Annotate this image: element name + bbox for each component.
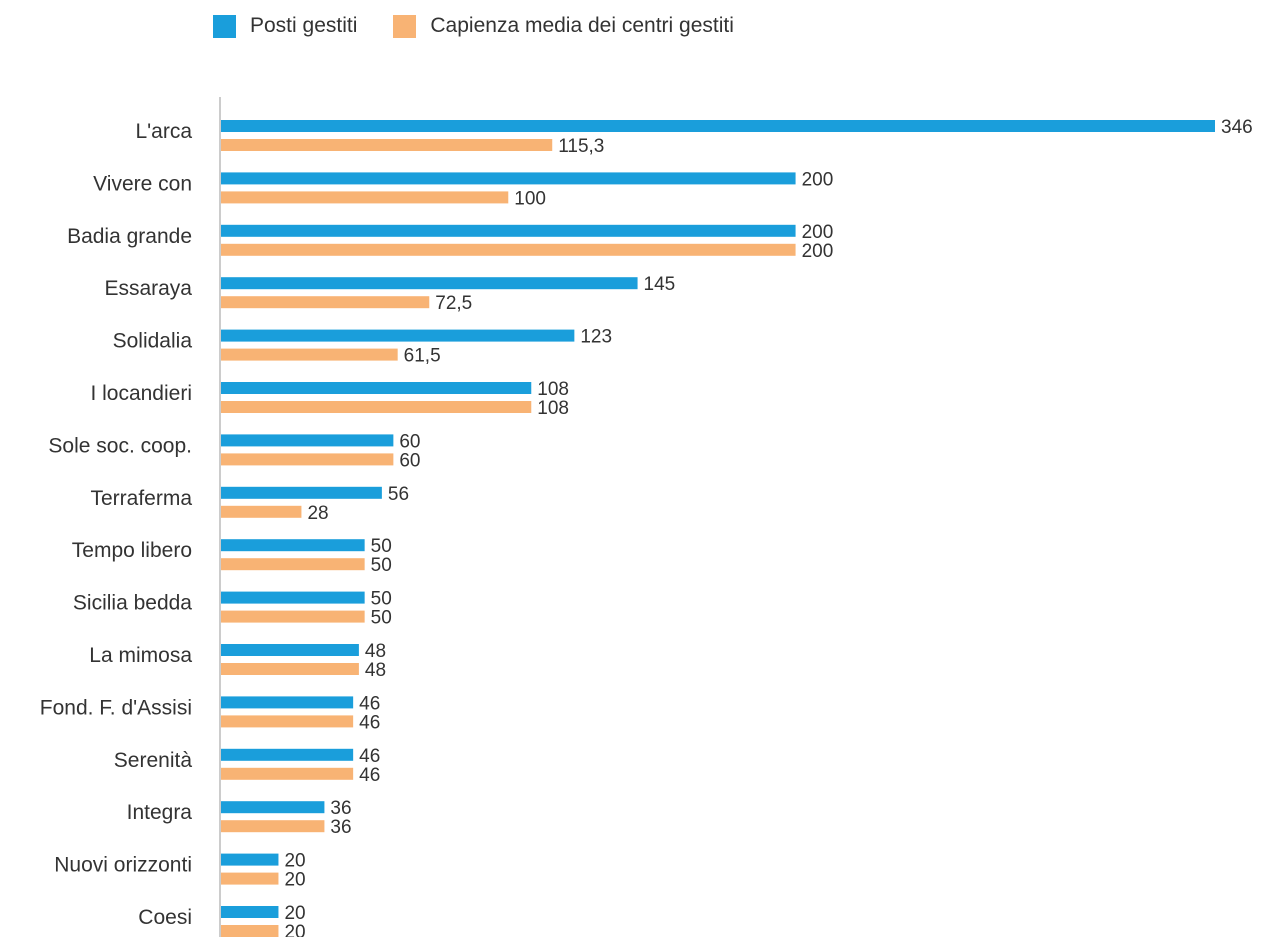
bar-capienza-media-vivere-con[interactable]	[221, 191, 509, 204]
category-label-fond-f-d-assisi: Fond. F. d'Assisi	[40, 696, 192, 719]
data-label-posti-gestiti-sole-soc-coop: 60	[399, 431, 420, 452]
bar-capienza-media-integra[interactable]	[221, 820, 325, 833]
legend-label-capienza-media: Capienza media dei centri gestiti	[430, 14, 734, 37]
bar-posti-gestiti-fond-f-d-assisi[interactable]	[221, 696, 354, 709]
bar-capienza-media-i-locandieri[interactable]	[221, 401, 532, 413]
category-label-coesi: Coesi	[138, 906, 192, 929]
bar-posti-gestiti-sicilia-bedda[interactable]	[221, 591, 365, 604]
bar-capienza-media-essaraya[interactable]	[221, 296, 430, 309]
legend-item-posti-gestiti[interactable]: Posti gestiti	[213, 14, 357, 38]
legend-item-capienza-media[interactable]: Capienza media dei centri gestiti	[393, 14, 734, 38]
bar-posti-gestiti-coesi[interactable]	[221, 906, 279, 918]
data-label-posti-gestiti-tempo-libero: 50	[371, 536, 392, 557]
data-label-posti-gestiti-serenita: 46	[359, 746, 380, 767]
bar-posti-gestiti-terraferma[interactable]	[221, 486, 382, 499]
category-label-solidalia: Solidalia	[113, 330, 193, 353]
data-label-posti-gestiti-essaraya: 145	[644, 274, 676, 295]
bar-capienza-media-la-mimosa[interactable]	[221, 663, 359, 675]
data-label-posti-gestiti-i-locandieri: 108	[537, 379, 569, 400]
bar-posti-gestiti-essaraya[interactable]	[221, 277, 638, 290]
bar-capienza-media-coesi[interactable]	[221, 925, 279, 937]
category-label-integra: Integra	[127, 801, 193, 824]
data-label-posti-gestiti-integra: 36	[330, 798, 351, 819]
category-label-sicilia-bedda: Sicilia bedda	[73, 592, 192, 615]
data-label-capienza-media-la-mimosa: 48	[365, 660, 386, 681]
category-label-terraferma: Terraferma	[90, 487, 192, 510]
bar-posti-gestiti-integra[interactable]	[221, 801, 325, 814]
legend-label-posti-gestiti: Posti gestiti	[250, 14, 358, 37]
category-label-tempo-libero: Tempo libero	[72, 539, 192, 562]
data-label-capienza-media-essaraya: 72,5	[435, 293, 472, 314]
category-label-la-mimosa: La mimosa	[89, 644, 192, 667]
data-label-posti-gestiti-terraferma: 56	[388, 484, 409, 505]
data-label-capienza-media-l-arca: 115,3	[558, 136, 604, 157]
data-label-posti-gestiti-coesi: 20	[284, 903, 305, 924]
bar-posti-gestiti-vivere-con[interactable]	[221, 172, 796, 185]
data-label-capienza-media-tempo-libero: 50	[371, 555, 392, 576]
bar-posti-gestiti-solidalia[interactable]	[221, 329, 575, 342]
category-label-serenita: Serenità	[114, 749, 193, 772]
data-label-capienza-media-integra: 36	[330, 817, 351, 838]
data-label-capienza-media-terraferma: 28	[307, 503, 328, 524]
category-label-nuovi-orizzonti: Nuovi orizzonti	[54, 854, 192, 877]
bar-capienza-media-l-arca[interactable]	[221, 139, 553, 151]
data-label-posti-gestiti-fond-f-d-assisi: 46	[359, 693, 380, 714]
bar-capienza-media-serenita[interactable]	[221, 767, 354, 780]
bar-posti-gestiti-badia-grande[interactable]	[221, 224, 796, 237]
data-label-posti-gestiti-nuovi-orizzonti: 20	[284, 851, 305, 872]
data-label-capienza-media-solidalia: 61,5	[404, 346, 441, 367]
data-label-capienza-media-badia-grande: 200	[802, 241, 834, 262]
data-label-posti-gestiti-solidalia: 123	[580, 327, 612, 348]
legend-swatch-posti-gestiti	[213, 14, 236, 38]
data-label-capienza-media-serenita: 46	[359, 765, 380, 786]
category-label-l-arca: L'arca	[135, 120, 192, 143]
bar-capienza-media-sicilia-bedda[interactable]	[221, 610, 365, 623]
category-label-essaraya: Essaraya	[104, 277, 192, 300]
chart-legend: Posti gestiti Capienza media dei centri …	[213, 14, 734, 38]
data-label-capienza-media-i-locandieri: 108	[537, 398, 569, 419]
bar-capienza-media-fond-f-d-assisi[interactable]	[221, 715, 354, 728]
category-label-badia-grande: Badia grande	[67, 225, 192, 248]
data-label-capienza-media-sicilia-bedda: 50	[371, 608, 392, 629]
bar-capienza-media-solidalia[interactable]	[221, 348, 398, 361]
bar-posti-gestiti-tempo-libero[interactable]	[221, 539, 365, 552]
data-label-posti-gestiti-la-mimosa: 48	[365, 641, 386, 662]
bar-capienza-media-nuovi-orizzonti[interactable]	[221, 872, 279, 885]
data-label-capienza-media-nuovi-orizzonti: 20	[284, 870, 305, 891]
data-label-capienza-media-fond-f-d-assisi: 46	[359, 712, 380, 733]
bar-capienza-media-terraferma[interactable]	[221, 505, 302, 518]
legend-swatch-capienza-media	[393, 14, 417, 38]
bar-capienza-media-tempo-libero[interactable]	[221, 558, 365, 571]
data-label-posti-gestiti-l-arca: 346	[1221, 117, 1253, 138]
data-label-posti-gestiti-vivere-con: 200	[802, 169, 834, 190]
category-label-sole-soc-coop: Sole soc. coop.	[48, 434, 192, 457]
data-label-posti-gestiti-badia-grande: 200	[802, 222, 834, 243]
bar-posti-gestiti-l-arca[interactable]	[221, 120, 1215, 132]
bar-posti-gestiti-serenita[interactable]	[221, 748, 354, 761]
data-label-posti-gestiti-sicilia-bedda: 50	[371, 589, 392, 610]
bar-capienza-media-badia-grande[interactable]	[221, 243, 796, 256]
data-label-capienza-media-sole-soc-coop: 60	[399, 450, 420, 471]
category-label-vivere-con: Vivere con	[93, 172, 192, 195]
bar-posti-gestiti-nuovi-orizzonti[interactable]	[221, 853, 279, 866]
bar-posti-gestiti-sole-soc-coop[interactable]	[221, 434, 394, 447]
data-label-capienza-media-vivere-con: 100	[514, 188, 546, 209]
bar-posti-gestiti-la-mimosa[interactable]	[221, 644, 359, 656]
bar-posti-gestiti-i-locandieri[interactable]	[221, 382, 532, 394]
category-label-i-locandieri: I locandieri	[90, 382, 192, 405]
data-label-capienza-media-coesi: 20	[284, 922, 305, 937]
bar-capienza-media-sole-soc-coop[interactable]	[221, 453, 394, 466]
